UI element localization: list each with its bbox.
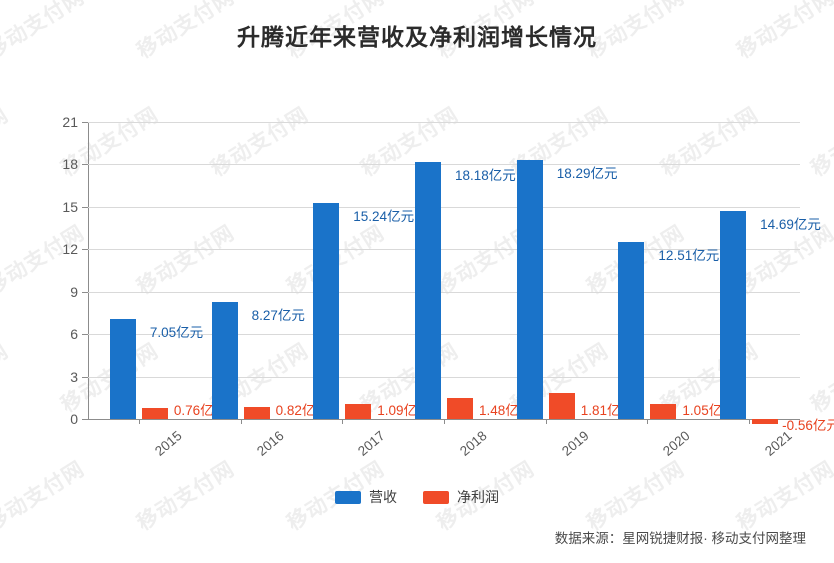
- legend-item-revenue[interactable]: 营收: [335, 487, 397, 507]
- bar-revenue[interactable]: [313, 203, 340, 419]
- y-axis-tick-label: 18: [62, 156, 78, 173]
- y-axis-tick: [82, 291, 88, 293]
- y-axis-tick-label: 9: [70, 283, 78, 300]
- watermark-text: 移动支付网: [0, 339, 13, 418]
- y-axis-tick-label: 0: [70, 411, 78, 427]
- chart-plot-area: 0 3 6 9 12 15 18 21 7.05亿元 0.76亿元 2015 8.27亿元 0.82亿元…: [62, 114, 834, 459]
- x-axis-tick-label: 2018: [457, 428, 490, 459]
- y-axis-tick: [82, 206, 88, 208]
- data-label-revenue: 7.05亿元: [149, 325, 204, 341]
- bar-revenue[interactable]: [211, 302, 238, 419]
- gridline: [88, 376, 800, 378]
- gridline: [88, 122, 800, 123]
- legend-swatch-net-profit: [423, 490, 449, 504]
- bar-revenue[interactable]: [415, 161, 441, 419]
- y-axis-tick: [82, 376, 88, 378]
- y-axis-tick: [82, 249, 88, 251]
- data-label-revenue: 18.18亿元: [455, 167, 516, 183]
- gridline: [88, 164, 800, 166]
- legend-label-net-profit: 净利润: [457, 489, 499, 505]
- x-axis-tick-label: 2016: [253, 428, 287, 459]
- chart-legend: 营收 净利润: [0, 487, 834, 507]
- x-axis-tick: [647, 419, 649, 424]
- x-axis-tick: [342, 419, 344, 424]
- y-axis-tick-label: 21: [62, 114, 78, 130]
- watermark-text: 移动支付网: [0, 103, 13, 182]
- legend-item-net-profit[interactable]: 净利润: [423, 487, 499, 507]
- data-label-revenue: 14.69亿元: [760, 217, 821, 233]
- y-axis-tick-label: 6: [70, 326, 78, 343]
- watermark-text: 移动支付网: [807, 103, 834, 182]
- y-axis-tick-label: 12: [62, 241, 78, 258]
- data-label-net-profit: -0.56亿元: [782, 418, 834, 433]
- bar-net-profit[interactable]: [752, 419, 779, 424]
- bar-net-profit[interactable]: [141, 408, 168, 419]
- y-axis-tick-label: 3: [70, 368, 78, 385]
- gridline: [88, 249, 800, 251]
- y-axis-tick: [82, 164, 88, 166]
- bar-net-profit[interactable]: [243, 407, 270, 419]
- bar-net-profit[interactable]: [548, 393, 575, 419]
- data-label-revenue: 18.29亿元: [556, 166, 618, 182]
- x-axis-tick: [240, 419, 242, 424]
- x-axis-tick: [545, 419, 547, 424]
- bar-net-profit[interactable]: [345, 403, 372, 419]
- bar-revenue[interactable]: [516, 160, 543, 419]
- bar-revenue[interactable]: [109, 319, 136, 419]
- gridline: [88, 206, 800, 208]
- data-label-revenue: 12.51亿元: [658, 248, 720, 264]
- gridline: [88, 334, 800, 336]
- page-title: 升腾近年来营收及净利润增长情况: [237, 24, 597, 50]
- x-axis-tick: [749, 419, 751, 424]
- data-label-revenue: 8.27亿元: [251, 308, 305, 324]
- x-axis-tick: [138, 419, 140, 424]
- bar-revenue[interactable]: [720, 211, 747, 419]
- data-label-revenue: 15.24亿元: [353, 209, 415, 225]
- x-axis-tick: [444, 419, 445, 424]
- x-axis-tick-label: 2019: [558, 428, 592, 459]
- legend-label-revenue: 营收: [369, 489, 397, 505]
- y-axis-line: [88, 122, 89, 420]
- bar-revenue[interactable]: [618, 242, 645, 419]
- bar-net-profit[interactable]: [447, 398, 473, 419]
- y-axis-tick: [82, 334, 88, 336]
- source-note: 数据来源：星网锐捷财报· 移动支付网整理: [554, 531, 806, 546]
- watermark-text: 移动支付网: [807, 339, 834, 418]
- gridline: [88, 291, 800, 293]
- x-axis-tick-label: 2015: [151, 428, 185, 459]
- x-axis-tick-label: 2017: [355, 428, 388, 459]
- bar-net-profit[interactable]: [650, 404, 677, 419]
- legend-swatch-revenue: [335, 490, 361, 504]
- y-axis-tick: [82, 419, 88, 420]
- x-axis-tick-label: 2020: [660, 428, 694, 459]
- y-axis-tick-label: 15: [62, 198, 78, 215]
- y-axis-tick: [82, 122, 88, 123]
